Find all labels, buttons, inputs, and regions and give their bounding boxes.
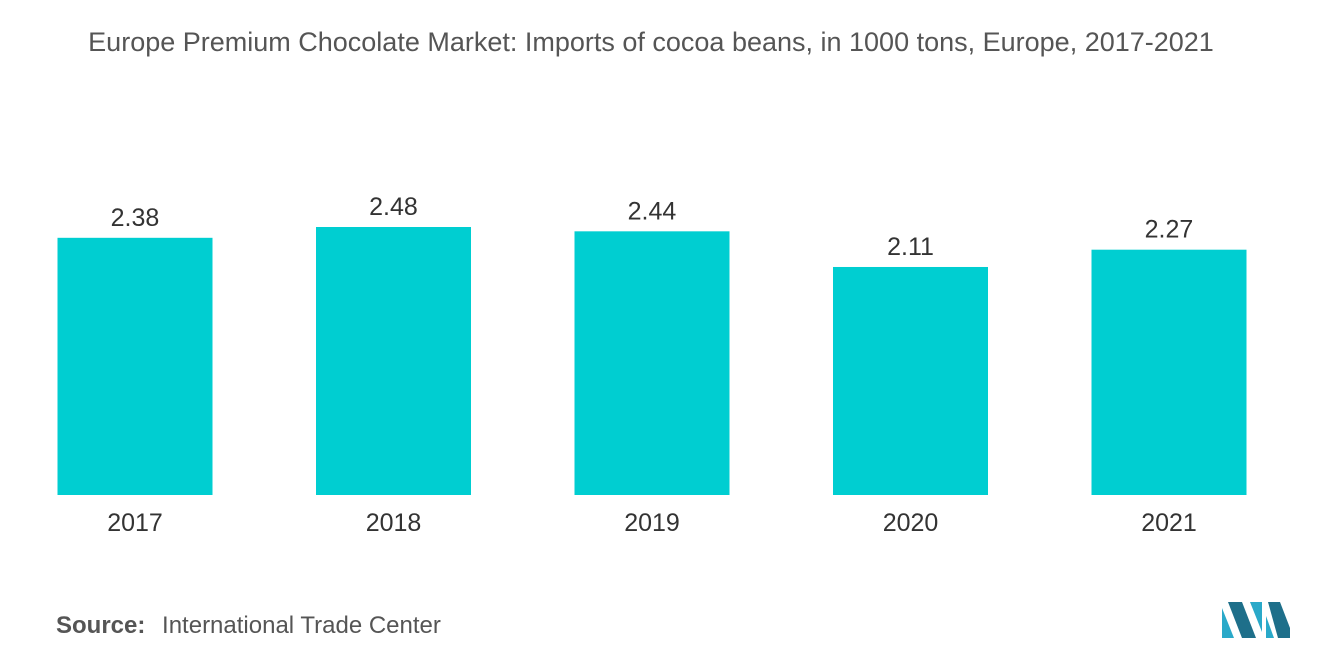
bar-2021: [1091, 249, 1247, 495]
value-label-2020: 2.11: [887, 233, 934, 261]
x-tick-2018: 2018: [366, 509, 422, 537]
bar-2017: [57, 237, 213, 495]
x-axis-tick-labels: 2017 2018 2019 2020 2021: [107, 509, 1197, 537]
source-label: Source:: [56, 612, 146, 639]
bars-group: [57, 227, 1247, 496]
value-label-2018: 2.48: [369, 193, 418, 221]
chart-title: Europe Premium Chocolate Market: Imports…: [88, 27, 1214, 57]
mordor-intelligence-logo-icon: [1222, 602, 1290, 638]
value-labels-group: 2.38 2.48 2.44 2.11 2.27: [111, 193, 1194, 261]
x-tick-2017: 2017: [107, 509, 163, 537]
x-tick-2019: 2019: [624, 509, 680, 537]
bar-2019: [574, 231, 730, 496]
bar-2020: [833, 266, 988, 495]
bar-chart: 2.38 2.48 2.44 2.11 2.27 2017 2018 2019 2020 202…: [57, 193, 1247, 537]
value-label-2019: 2.44: [628, 197, 677, 225]
bar-2018: [316, 227, 471, 495]
value-label-2017: 2.38: [111, 204, 160, 232]
source-note: Source: International Trade Center: [56, 612, 441, 640]
value-label-2021: 2.27: [1145, 216, 1194, 244]
source-text: International Trade Center: [162, 612, 441, 639]
x-tick-2020: 2020: [883, 509, 939, 537]
x-tick-2021: 2021: [1141, 509, 1197, 537]
